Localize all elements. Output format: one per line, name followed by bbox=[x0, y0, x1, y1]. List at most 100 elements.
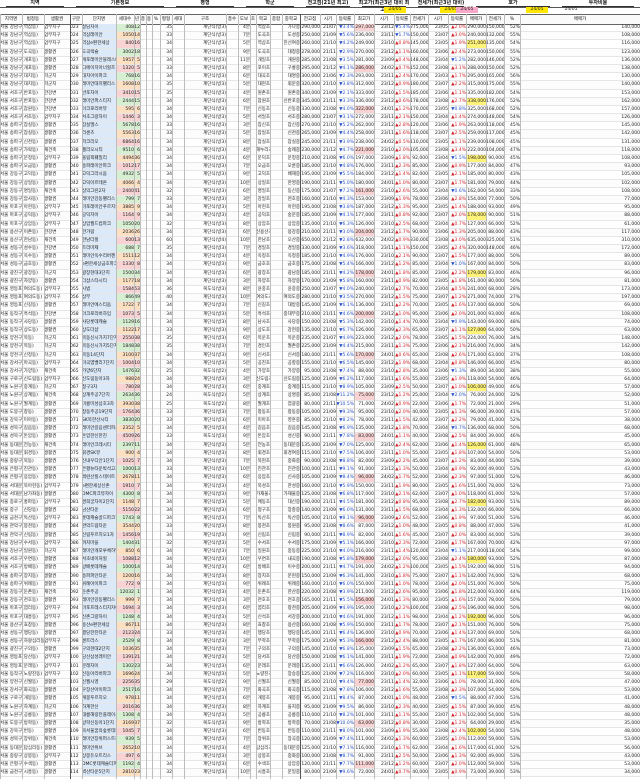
cell bbox=[226, 327, 238, 334]
column-header[interactable]: 층수 bbox=[226, 16, 238, 23]
column-header[interactable]: 등락률 bbox=[448, 16, 466, 23]
cell: ▼0.9% bbox=[448, 319, 466, 326]
cell: 063 bbox=[70, 352, 82, 359]
column-header[interactable]: 매매가 bbox=[466, 16, 486, 23]
cell: 83,000 bbox=[486, 270, 504, 277]
cell: 생활권 bbox=[44, 122, 70, 129]
column-header[interactable]: 도보 bbox=[238, 16, 250, 23]
column-header[interactable]: 용 bbox=[146, 16, 152, 23]
cell: 23/05 bbox=[428, 638, 448, 645]
cell: 6 bbox=[134, 548, 140, 556]
column-header[interactable]: 지역명 bbox=[0, 16, 22, 23]
cell: ▼1.5% bbox=[448, 155, 466, 162]
cell: 6 bbox=[134, 105, 140, 114]
column-header[interactable]: 전세가 bbox=[410, 16, 428, 23]
cell: 서울 관악구 bbox=[0, 523, 22, 530]
cell: 한가람 bbox=[82, 228, 116, 236]
cell: 145,000 bbox=[300, 302, 320, 309]
cell: ▲2.3% bbox=[394, 163, 410, 170]
column-header[interactable]: % bbox=[504, 16, 520, 23]
cell: 850 bbox=[116, 548, 134, 556]
cell: 1200 bbox=[116, 572, 134, 580]
cell: 88,000 bbox=[466, 695, 486, 702]
cell: 21/12 bbox=[320, 147, 336, 154]
column-header[interactable]: 학교 bbox=[256, 16, 270, 23]
cell: 46% bbox=[504, 245, 520, 252]
column-header[interactable]: 구조 bbox=[184, 16, 226, 23]
cell: 서울 성북구 bbox=[0, 736, 22, 743]
cell: 서울 용산구 bbox=[0, 237, 22, 244]
cell: 23/06 bbox=[428, 753, 448, 760]
cell: (광장동) bbox=[22, 270, 44, 277]
cell: 17 bbox=[134, 163, 140, 171]
cell bbox=[172, 171, 184, 178]
cell bbox=[152, 302, 160, 309]
cell: 23/12 bbox=[374, 171, 394, 178]
cell: 장곡중 bbox=[282, 736, 300, 743]
cell: 23/10 bbox=[374, 221, 394, 228]
cell: ▲0.9% bbox=[394, 278, 410, 285]
column-header[interactable]: 종합 bbox=[270, 16, 282, 23]
cell: 195,000 bbox=[300, 204, 320, 211]
column-header[interactable]: 생활권 bbox=[44, 16, 70, 23]
column-header[interactable]: 최고가 bbox=[354, 16, 374, 23]
cell: 53% bbox=[504, 736, 520, 743]
cell: ▼6.1% bbox=[336, 302, 354, 309]
cell: ▲2.0% bbox=[394, 409, 410, 416]
column-header[interactable]: 시기 bbox=[374, 16, 394, 23]
column-header[interactable]: % bbox=[152, 16, 160, 23]
column-header[interactable]: 단지명 bbox=[82, 16, 116, 23]
column-header[interactable]: 세대 bbox=[172, 16, 184, 23]
cell: 77,000 bbox=[354, 679, 374, 687]
cell: 23/05 bbox=[428, 302, 448, 309]
cell: (사당동) bbox=[22, 319, 44, 326]
cell: 계단식(방3) bbox=[184, 163, 226, 170]
cell bbox=[226, 261, 238, 268]
cell: 서울 영등포구 bbox=[0, 302, 22, 309]
cell: 16 bbox=[134, 122, 140, 130]
column-header[interactable]: 전고점 bbox=[300, 16, 320, 23]
column-header[interactable]: 중학교 bbox=[282, 16, 300, 23]
cell: 21/08 bbox=[320, 491, 336, 498]
cell: 7분 bbox=[238, 515, 250, 522]
column-header[interactable]: 초 bbox=[250, 16, 256, 23]
column-header[interactable]: 년 bbox=[134, 16, 140, 23]
cell: (흑석동) bbox=[22, 311, 44, 318]
cell: 1122 bbox=[116, 326, 134, 335]
cell: 4분 bbox=[238, 253, 250, 260]
column-header[interactable]: 등락률 bbox=[394, 16, 410, 23]
column-header[interactable]: 전세가 bbox=[486, 16, 504, 23]
cell: 51% bbox=[504, 564, 520, 571]
cell: 52% bbox=[504, 417, 520, 424]
column-header[interactable]: 매매가 bbox=[520, 16, 640, 23]
column-header[interactable]: 등락률 bbox=[336, 16, 354, 23]
cell bbox=[226, 761, 238, 768]
table-row[interactable]: 서울 노원구 (중계동) 학군지 067 청구3차 780 28 34 계단식(방3) 6분 중계초… bbox=[0, 384, 640, 393]
cell: 7 bbox=[134, 245, 140, 253]
cell: 69,000 bbox=[520, 302, 640, 309]
column-header[interactable]: 시기 bbox=[320, 16, 336, 23]
cell bbox=[152, 352, 160, 359]
cell: (중계동) bbox=[22, 384, 44, 391]
cell bbox=[226, 286, 238, 293]
cell: 135,000 bbox=[300, 327, 320, 334]
cell: 서울 노원구 bbox=[0, 704, 22, 711]
cell: ▼8.2% bbox=[336, 712, 354, 719]
cell: ▼7.4% bbox=[336, 736, 354, 743]
cell: 여의도중 bbox=[282, 294, 300, 301]
cell: 176,000 bbox=[354, 163, 374, 170]
column-header[interactable]: 층 bbox=[140, 16, 146, 23]
column-header[interactable]: 시기 bbox=[428, 16, 448, 23]
cell: ▲1.8% bbox=[394, 155, 410, 162]
cell: 2036 bbox=[116, 228, 134, 236]
cell bbox=[152, 376, 160, 383]
column-header[interactable]: 구분 bbox=[70, 16, 82, 23]
column-header[interactable]: 평형 bbox=[160, 16, 172, 23]
cell: 21/11 bbox=[320, 401, 336, 408]
cell: 구의현대2단지 bbox=[82, 646, 116, 654]
table-row[interactable]: 서울 송파구 (문정동) 업무지구 039 올림픽훼밀리 4494 36 34 계단식(방3) 6… bbox=[0, 155, 640, 164]
column-header[interactable]: 세대수 bbox=[116, 16, 134, 23]
cell: 173,000 bbox=[520, 286, 640, 293]
column-header[interactable]: 법정동 bbox=[22, 16, 44, 23]
cell: 151,000 bbox=[466, 622, 486, 629]
